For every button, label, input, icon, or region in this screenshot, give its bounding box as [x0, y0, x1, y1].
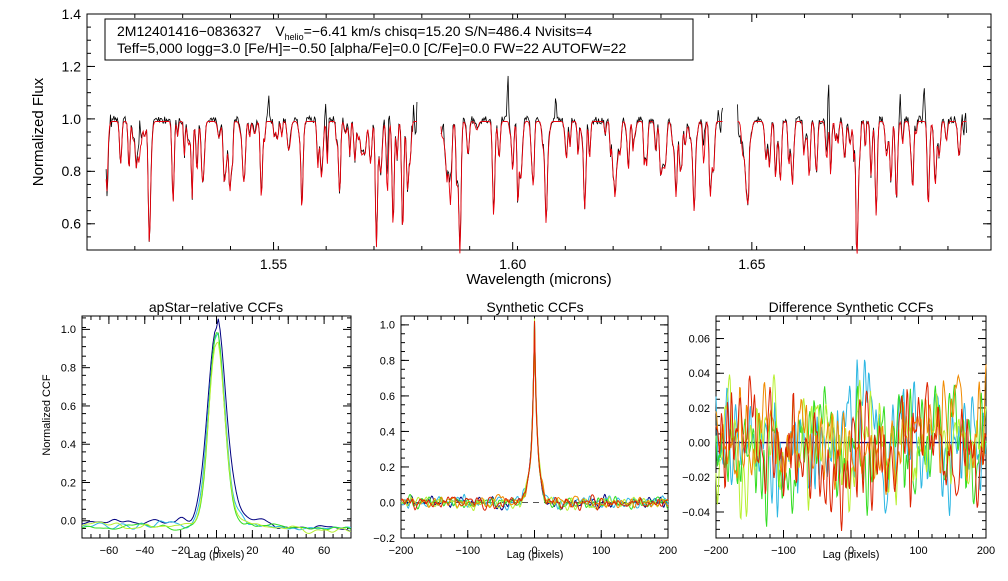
spectrum-panel: 1.55 1.60 1.65 0.6 0.8 1.0 1.2 1.4 2M12401416−0…: [30, 6, 992, 288]
apstar-ccf-x-tick-label: 60: [318, 545, 330, 557]
model-spectrum-line: [105, 121, 417, 248]
spectrum-annotation-box: 2M12401416−0836327 Vhelio=−6.41 km/s chi…: [104, 18, 694, 61]
difference-ccf-plot-frame: [715, 315, 987, 539]
difference-ccf-y-tick-label: 0.04: [689, 368, 710, 380]
spectrum-ticks: 1.55 1.60 1.65 0.6 0.8 1.0 1.2 1.4: [62, 6, 991, 272]
apstar-ccf-x-tick-label: −20: [171, 545, 190, 557]
synthetic-ccf-y-tick-label: 1.0: [380, 320, 395, 332]
synthetic-ccf-x-tick-label: −200: [389, 545, 414, 557]
spectrum-x-axis-label: Wavelength (microns): [466, 271, 611, 288]
apstar-ccf-line: [81, 332, 352, 531]
synthetic-ccf-title: Synthetic CCFs: [486, 299, 583, 315]
observed-spectrum-line: [737, 84, 967, 250]
apstar-ccf-x-axis-label: Lag (pixels): [188, 549, 245, 561]
apstar-ccf-y-tick-label: 0.2: [61, 477, 76, 489]
apstar-ccf-panel: apStar−relative CCFs −60 −40 −20 0 20 40 60 0.0…: [41, 299, 352, 561]
apstar-ccf-line: [81, 341, 352, 534]
apstar-ccf-x-tick-label: 0: [213, 545, 219, 557]
annotation-box-frame: [104, 18, 694, 61]
synthetic-ccf-x-axis-label: Lag (pixels): [507, 549, 564, 561]
difference-ccf-title: Difference Synthetic CCFs: [769, 299, 934, 315]
apstar-ccf-x-tick-label: −40: [135, 545, 154, 557]
observed-spectrum-line: [105, 95, 418, 246]
spectrum-x-tick-label: 1.55: [260, 256, 287, 272]
spectrum-y-tick-label: 1.4: [62, 6, 82, 22]
spectrum-y-tick-label: 1.2: [62, 58, 82, 74]
spectrum-y-axis-label: Normalized Flux: [30, 77, 47, 186]
model-spectrum-line: [737, 120, 967, 254]
difference-ccf-y-tick-label: 0.00: [689, 437, 710, 449]
synthetic-ccf-y-tick-label: −0.2: [373, 533, 395, 545]
apstar-ccf-y-tick-label: 0.0: [61, 516, 76, 528]
observed-spectrum-series: [105, 75, 967, 250]
observed-spectrum-line: [440, 75, 723, 250]
spectrum-x-tick-label: 1.60: [499, 256, 526, 272]
apstar-ccf-y-tick-label: 0.4: [61, 439, 76, 451]
vhelio-subscript: helio: [285, 32, 304, 42]
apstar-ccf-y-tick-label: 1.0: [61, 324, 76, 336]
spectrum-y-tick-label: 0.6: [62, 216, 82, 232]
spectrum-y-tick-label: 1.0: [62, 111, 82, 127]
synthetic-ccf-y-tick-label: 0.4: [380, 426, 395, 438]
vhelio-value-and-stats: =−6.41 km/s chisq=15.20 S/N=486.4 Nvisit…: [304, 23, 593, 39]
difference-ccf-y-tick-label: −0.02: [682, 472, 710, 484]
apstar-ccf-x-tick-label: 20: [246, 545, 258, 557]
apstar-ccf-y-tick-label: 0.8: [61, 363, 76, 375]
difference-ccf-x-axis-label: Lag (pixels): [823, 549, 880, 561]
difference-ccf-series: [715, 359, 987, 532]
synthetic-ccf-x-tick-label: 200: [659, 545, 677, 557]
synthetic-ccf-y-tick-label: 0.2: [380, 462, 395, 474]
difference-ccf-y-tick-label: 0.02: [689, 403, 710, 415]
apstar-ccf-plot-frame: [81, 315, 352, 539]
difference-ccf-x-tick-label: −100: [771, 545, 796, 557]
synthetic-ccf-y-tick-label: 0.8: [380, 355, 395, 367]
spectrum-y-tick-label: 0.8: [62, 163, 82, 179]
difference-ccf-ticks: −200 −100 0 100 200 −0.04 −0.02 0.00 0.02 0.04 0.0…: [682, 316, 995, 557]
apstar-ccf-y-axis-label: Normalized CCF: [41, 374, 53, 456]
difference-ccf-y-tick-label: 0.06: [689, 333, 710, 345]
apstar-ccf-series: [81, 318, 352, 534]
apstar-ccf-line: [81, 318, 352, 533]
synthetic-ccf-ticks: −200 −100 0 100 200 −0.2 0.0 0.2 0.4 0.6 0.8 1.0: [373, 316, 677, 557]
vhelio-prefix: V: [275, 23, 285, 39]
apstar-ccf-y-tick-label: 0.6: [61, 401, 76, 413]
synthetic-ccf-x-tick-label: 100: [592, 545, 610, 557]
apstar-ccf-x-tick-label: 40: [282, 545, 294, 557]
synthetic-ccf-y-tick-label: 0.6: [380, 391, 395, 403]
difference-ccf-x-tick-label: 0: [848, 545, 854, 557]
difference-ccf-y-tick-label: −0.04: [682, 507, 710, 519]
annotation-line-1: 2M12401416−0836327 Vhelio=−6.41 km/s chi…: [117, 23, 592, 42]
spectrum-x-tick-label: 1.65: [738, 256, 765, 272]
difference-ccf-x-tick-label: −200: [704, 545, 729, 557]
apstar-ccf-title: apStar−relative CCFs: [149, 299, 283, 315]
star-id-label: 2M12401416−0836327: [117, 23, 262, 39]
model-spectrum-series: [105, 120, 967, 254]
apstar-ccf-ticks: −60 −40 −20 0 20 40 60 0.0 0.2 0.4 0.6 0.8 1.0: [61, 316, 352, 557]
annotation-line-2: Teff=5,000 logg=3.0 [Fe/H]=−0.50 [alpha/…: [117, 40, 626, 56]
synthetic-ccf-x-tick-label: −100: [455, 545, 480, 557]
synthetic-ccf-x-tick-label: 0: [531, 545, 537, 557]
difference-ccf-line: [715, 375, 987, 532]
difference-ccf-x-tick-label: 100: [909, 545, 927, 557]
synthetic-ccf-series: [400, 318, 669, 512]
model-spectrum-line: [440, 120, 723, 254]
synthetic-ccf-line: [400, 321, 669, 512]
difference-ccf-x-tick-label: 200: [977, 545, 995, 557]
apstar-ccf-line: [81, 332, 352, 531]
apstar-ccf-x-tick-label: −60: [100, 545, 119, 557]
synthetic-ccf-line: [400, 328, 669, 509]
synthetic-ccf-y-tick-label: 0.0: [380, 497, 395, 509]
synthetic-ccf-panel: Synthetic CCFs −200 −100 0 100 200 −0.2 0.0 0.2…: [373, 299, 677, 561]
difference-ccf-panel: Difference Synthetic CCFs −200 −100 0 100 20…: [682, 299, 995, 561]
